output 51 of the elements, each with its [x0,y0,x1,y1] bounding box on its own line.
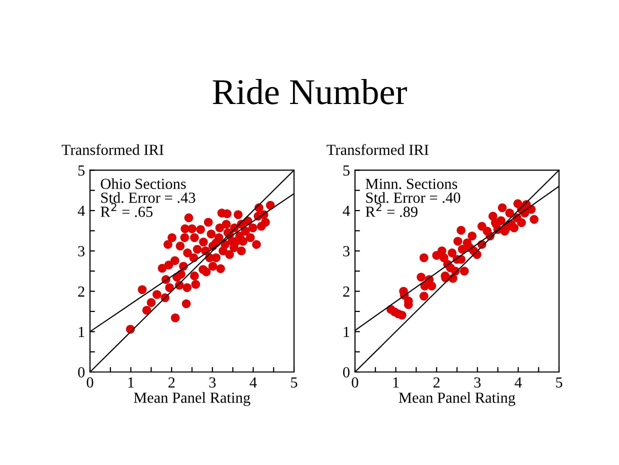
y-axis-title: Transformed IRI [326,144,428,155]
y-tick-label: 4 [342,206,350,216]
chart-title: Ride Number [212,78,407,104]
point [468,232,476,240]
x-tick-label: 4 [514,377,522,388]
y-tick-label: 2 [343,286,350,297]
y-axis-title: Transformed IRI [62,144,164,155]
point [530,215,539,224]
x-tick-label: 1 [393,377,399,388]
y-tick-label: 1 [78,326,84,337]
point [498,203,507,212]
x-tick-label: 5 [556,377,562,388]
y-tick-label: 5 [343,165,350,176]
y-tick-label: 4 [78,206,85,216]
x-tick-label: 2 [433,377,440,388]
point [456,226,466,235]
annotation: Std. Error = .43 [101,192,196,203]
annotation: Ohio Sections [100,178,186,190]
x-tick-label: 3 [474,377,481,388]
point [453,236,462,246]
point [427,282,436,290]
y-tick-label: 0 [343,367,350,378]
x-axis-title: Mean Panel Rating [398,392,516,406]
y-tick-label: 5 [78,165,85,176]
point [460,266,469,276]
y-tick-label: 2 [78,286,84,297]
point [420,292,428,301]
annotation: Std. Error = .40 [366,192,460,203]
x-tick-label: 5 [291,377,298,388]
point [416,272,426,282]
annotation: R$^{2}$ = .89 [366,203,418,218]
point [398,310,406,320]
point [510,224,519,232]
x-tick-label: 4 [250,377,257,388]
y-tick-label: 0 [78,367,85,378]
x-tick-label: 3 [209,377,216,388]
y-tick-label: 1 [344,326,350,337]
x-tick-label: 0 [86,377,94,388]
y-tick-label: 3 [78,246,85,256]
point [448,248,457,258]
y-tick-label: 3 [343,246,350,256]
point [440,253,448,262]
annotation: R$^{2}$ = .65 [100,203,153,218]
annotation: Minn. Sections [366,178,458,190]
x-axis-title: Mean Panel Rating [134,392,250,406]
x-tick-label: 1 [128,377,134,388]
x-tick-label: 2 [168,377,175,388]
point [505,208,514,218]
point [420,253,428,262]
x-tick-label: 0 [352,377,358,388]
point [517,218,526,228]
